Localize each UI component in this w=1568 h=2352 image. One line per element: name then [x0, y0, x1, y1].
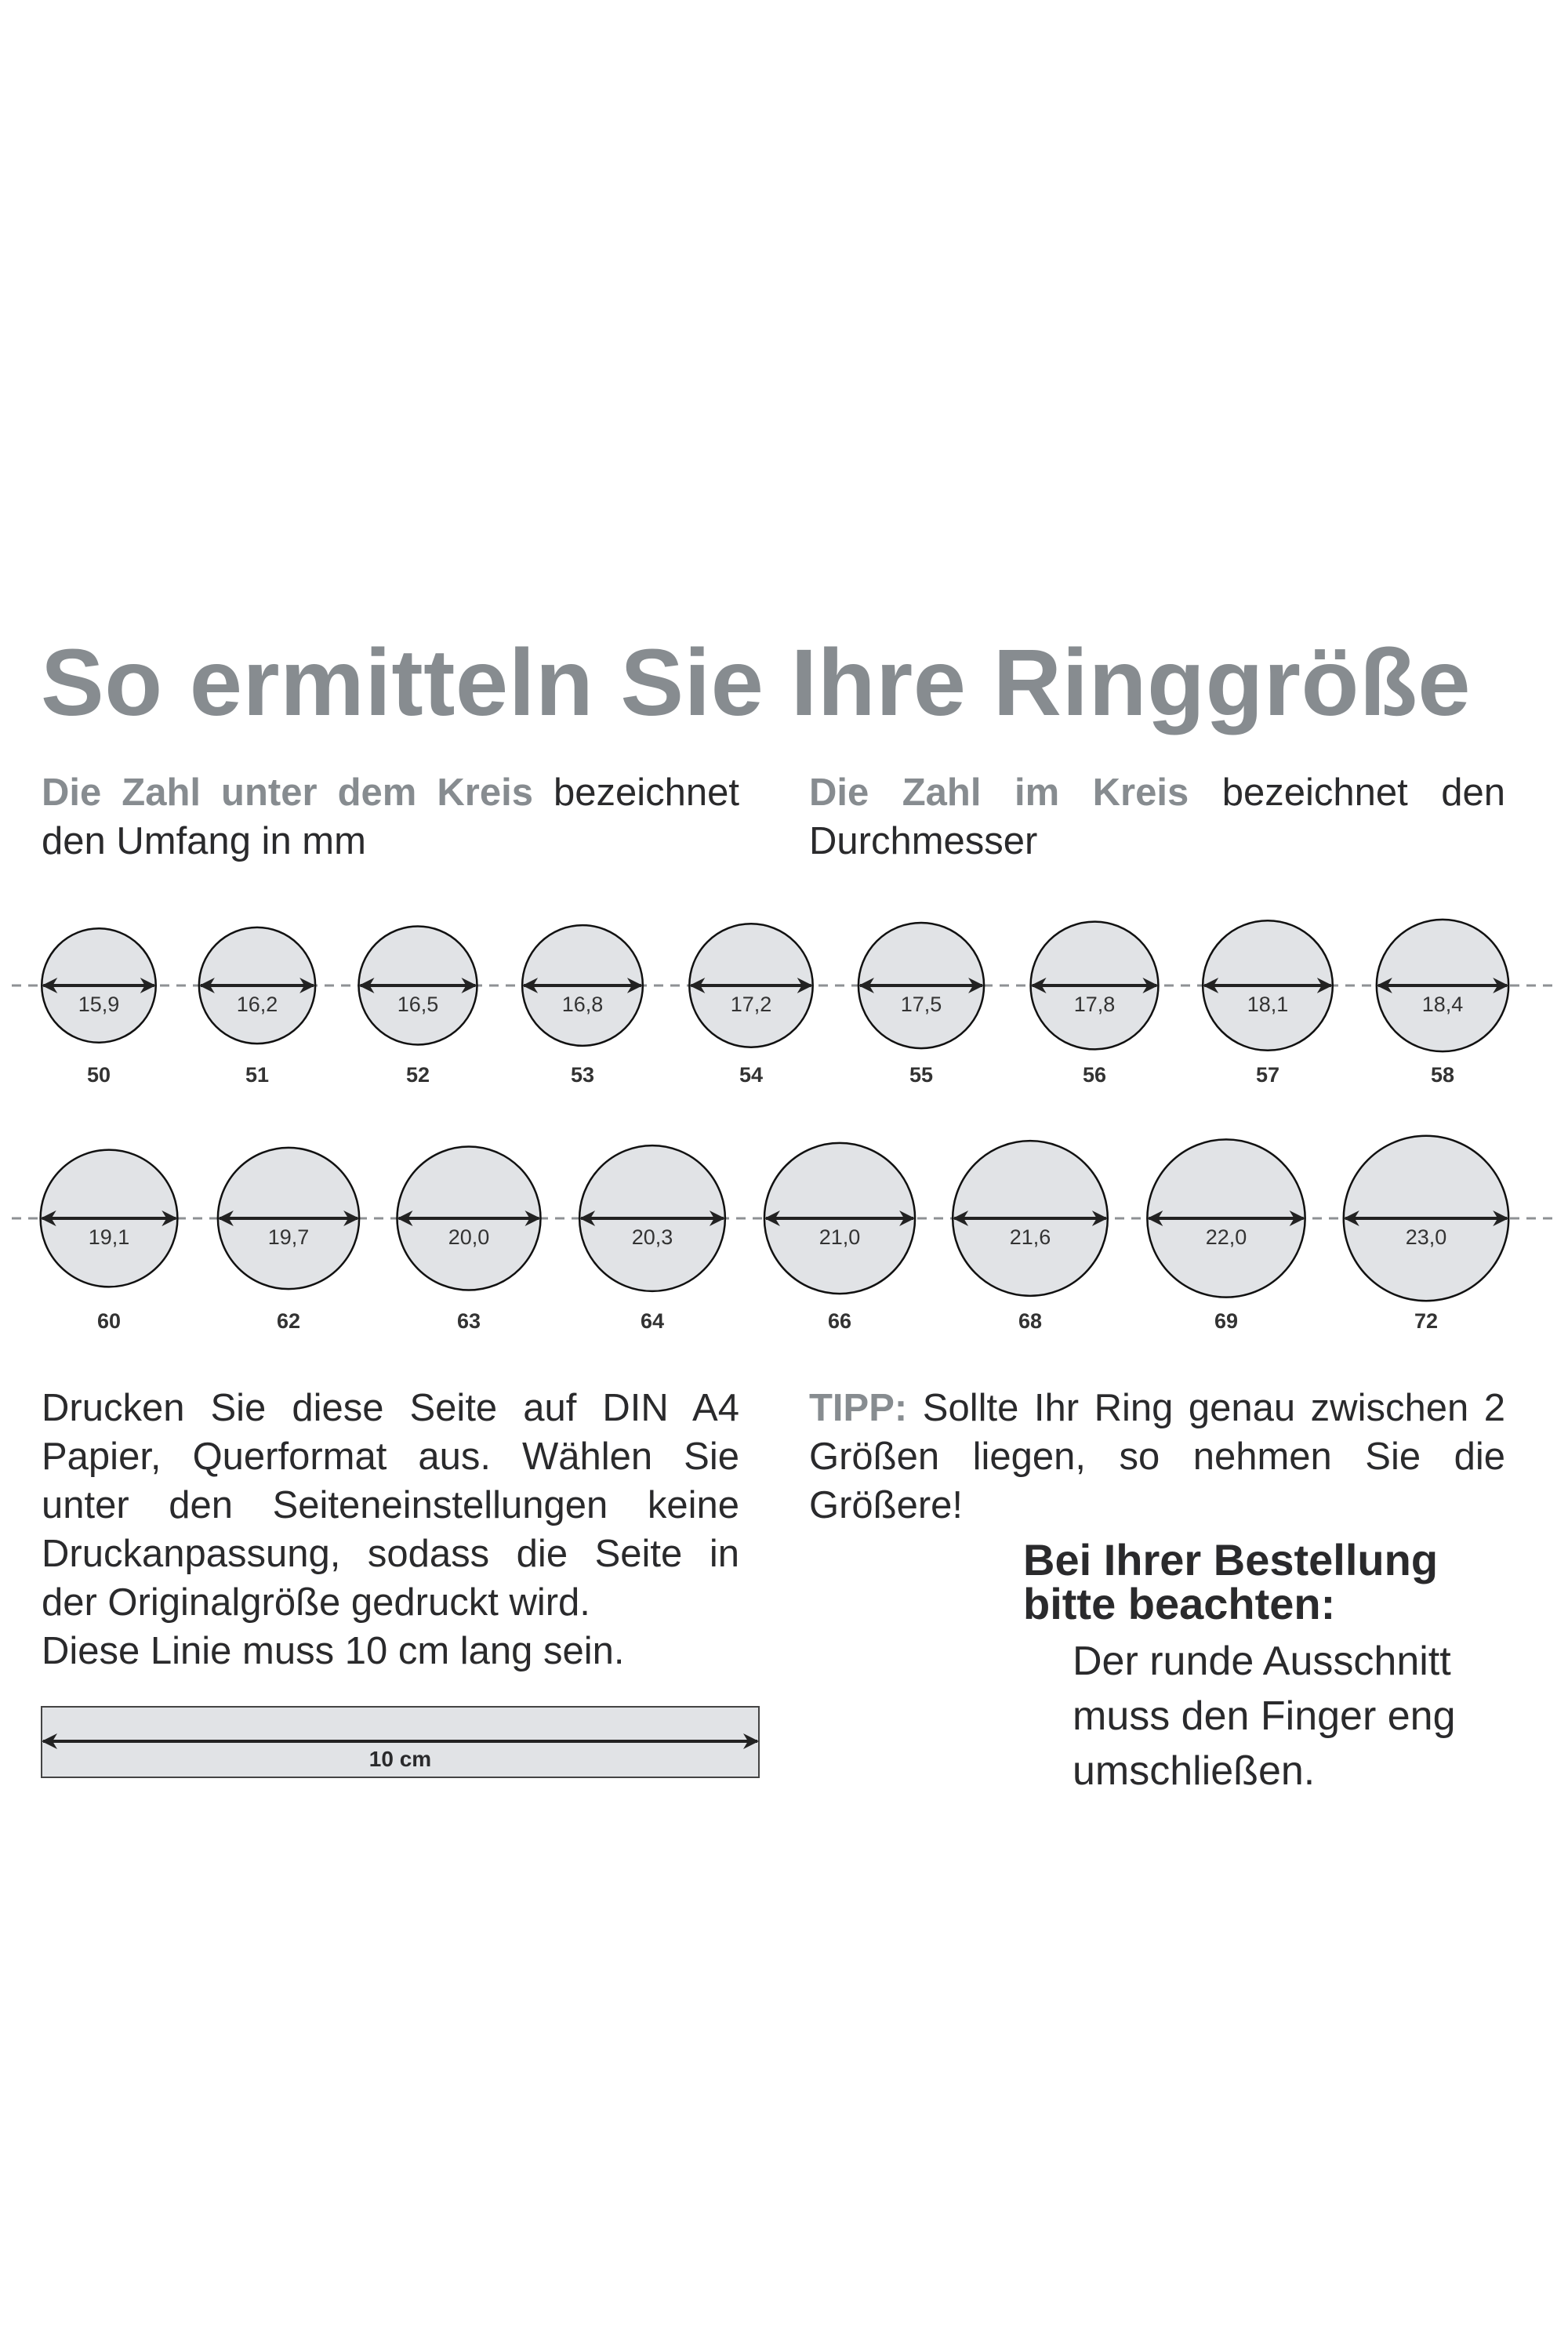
ring-diameter-label: 17,8	[1074, 993, 1116, 1016]
ring-size-label: 57	[1256, 1063, 1279, 1087]
order-note-body-3: umschließen.	[1073, 1748, 1316, 1794]
order-note-heading-2: bitte beachten:	[1023, 1579, 1336, 1628]
ring-diameter-label: 17,5	[901, 993, 942, 1016]
ring-diameter-label: 20,0	[448, 1225, 490, 1249]
ring-53: 16,8 53	[521, 924, 644, 1087]
tip: TIPP: Sollte Ihr Ring genau zwischen 2 G…	[809, 1384, 1505, 1530]
ring-72: 23,0 72	[1342, 1134, 1510, 1333]
order-note-body-1: Der runde Ausschnitt	[1073, 1639, 1451, 1684]
intro-left-highlight: Die Zahl unter dem Kreis	[42, 771, 533, 814]
ring-diameter-label: 20,3	[632, 1225, 673, 1249]
ring-diameter-label: 19,7	[268, 1225, 310, 1249]
tip-label: TIPP:	[809, 1387, 908, 1429]
intro-right-highlight: Die Zahl im Kreis	[809, 771, 1189, 814]
ring-size-label: 62	[277, 1309, 300, 1333]
ring-50: 15,9 50	[41, 927, 157, 1087]
ring-57: 18,1 57	[1201, 919, 1334, 1087]
ring-size-label: 58	[1431, 1063, 1454, 1087]
order-note-body-2: muss den Finger eng	[1073, 1693, 1456, 1739]
ring-51: 16,2 51	[198, 926, 317, 1087]
ring-69: 22,0 69	[1146, 1138, 1306, 1333]
ring-54: 17,2 54	[688, 923, 814, 1087]
ring-60: 19,1 60	[39, 1149, 179, 1333]
ring-size-label: 54	[739, 1063, 763, 1087]
ring-size-label: 52	[406, 1063, 430, 1087]
ring-size-label: 63	[457, 1309, 481, 1333]
ring-diameter-label: 23,0	[1406, 1225, 1447, 1249]
ring-size-label: 68	[1018, 1309, 1042, 1333]
intro-right-text: bezeichnet den	[1189, 771, 1505, 814]
intro-diameter: Die Zahl im Kreis bezeichnet den Durchmes…	[809, 768, 1505, 866]
ring-diameter-label: 19,1	[89, 1225, 130, 1249]
ring-62: 19,7 62	[216, 1146, 361, 1333]
ring-58: 18,4 58	[1375, 918, 1510, 1087]
ring-size-label: 50	[87, 1063, 111, 1087]
ring-size-label: 51	[245, 1063, 269, 1087]
ring-diameter-label: 16,8	[562, 993, 604, 1016]
ring-diameter-label: 22,0	[1206, 1225, 1247, 1249]
print-instructions: Drucken Sie diese Seite auf DIN A4 Papie…	[42, 1384, 739, 1675]
ring-diameter-label: 18,4	[1422, 993, 1464, 1016]
ring-66: 21,0 66	[763, 1142, 916, 1333]
page-title: So ermitteln Sie Ihre Ringgröße	[41, 629, 1472, 735]
ring-63: 20,0 63	[396, 1145, 542, 1333]
ring-size-label: 53	[571, 1063, 594, 1087]
ring-diameter-label: 17,2	[731, 993, 772, 1016]
ring-52: 16,5 52	[358, 925, 478, 1087]
ruler-label: 10 cm	[368, 1747, 432, 1771]
intro-left-text: bezeichnet den Umfang in mm	[42, 771, 739, 862]
ring-size-label: 69	[1214, 1309, 1238, 1333]
ring-diameter-label: 15,9	[78, 993, 120, 1016]
ring-size-label: 66	[828, 1309, 851, 1333]
ring-size-label: 72	[1414, 1309, 1438, 1333]
ring-size-label: 64	[641, 1309, 664, 1333]
ring-size-label: 56	[1083, 1063, 1106, 1087]
ring-diameter-label: 21,6	[1010, 1225, 1051, 1249]
print-instructions-line: Diese Linie muss 10 cm lang sein.	[42, 1630, 625, 1672]
tip-text: Sollte Ihr Ring genau zwischen 2 Größen …	[809, 1387, 1505, 1526]
ring-55: 17,5 55	[857, 921, 985, 1087]
ring-68: 21,6 68	[951, 1139, 1109, 1333]
intro-circumference: Die Zahl unter dem Kreis bezeichnet den …	[42, 768, 739, 866]
ring-56: 17,8 56	[1029, 920, 1160, 1087]
order-note-body: Der runde Ausschnitt muss den Finger eng u…	[1073, 1634, 1456, 1798]
ring-diameter-label: 21,0	[819, 1225, 861, 1249]
ring-diameter-label: 16,5	[397, 993, 439, 1016]
order-note-heading-1: Bei Ihrer Bestellung	[1023, 1535, 1439, 1584]
ring-64: 20,3 64	[578, 1144, 727, 1333]
ring-size-label: 60	[97, 1309, 121, 1333]
intro-right-text-2: Durchmesser	[809, 820, 1038, 862]
print-instructions-body: Drucken Sie diese Seite auf DIN A4 Papie…	[42, 1387, 739, 1624]
ring-size-label: 55	[909, 1063, 933, 1087]
ring-diameter-label: 18,1	[1247, 993, 1289, 1016]
ring-diameter-label: 16,2	[237, 993, 278, 1016]
order-note-heading: Bei Ihrer Bestellung bitte beachten:	[1023, 1538, 1438, 1626]
